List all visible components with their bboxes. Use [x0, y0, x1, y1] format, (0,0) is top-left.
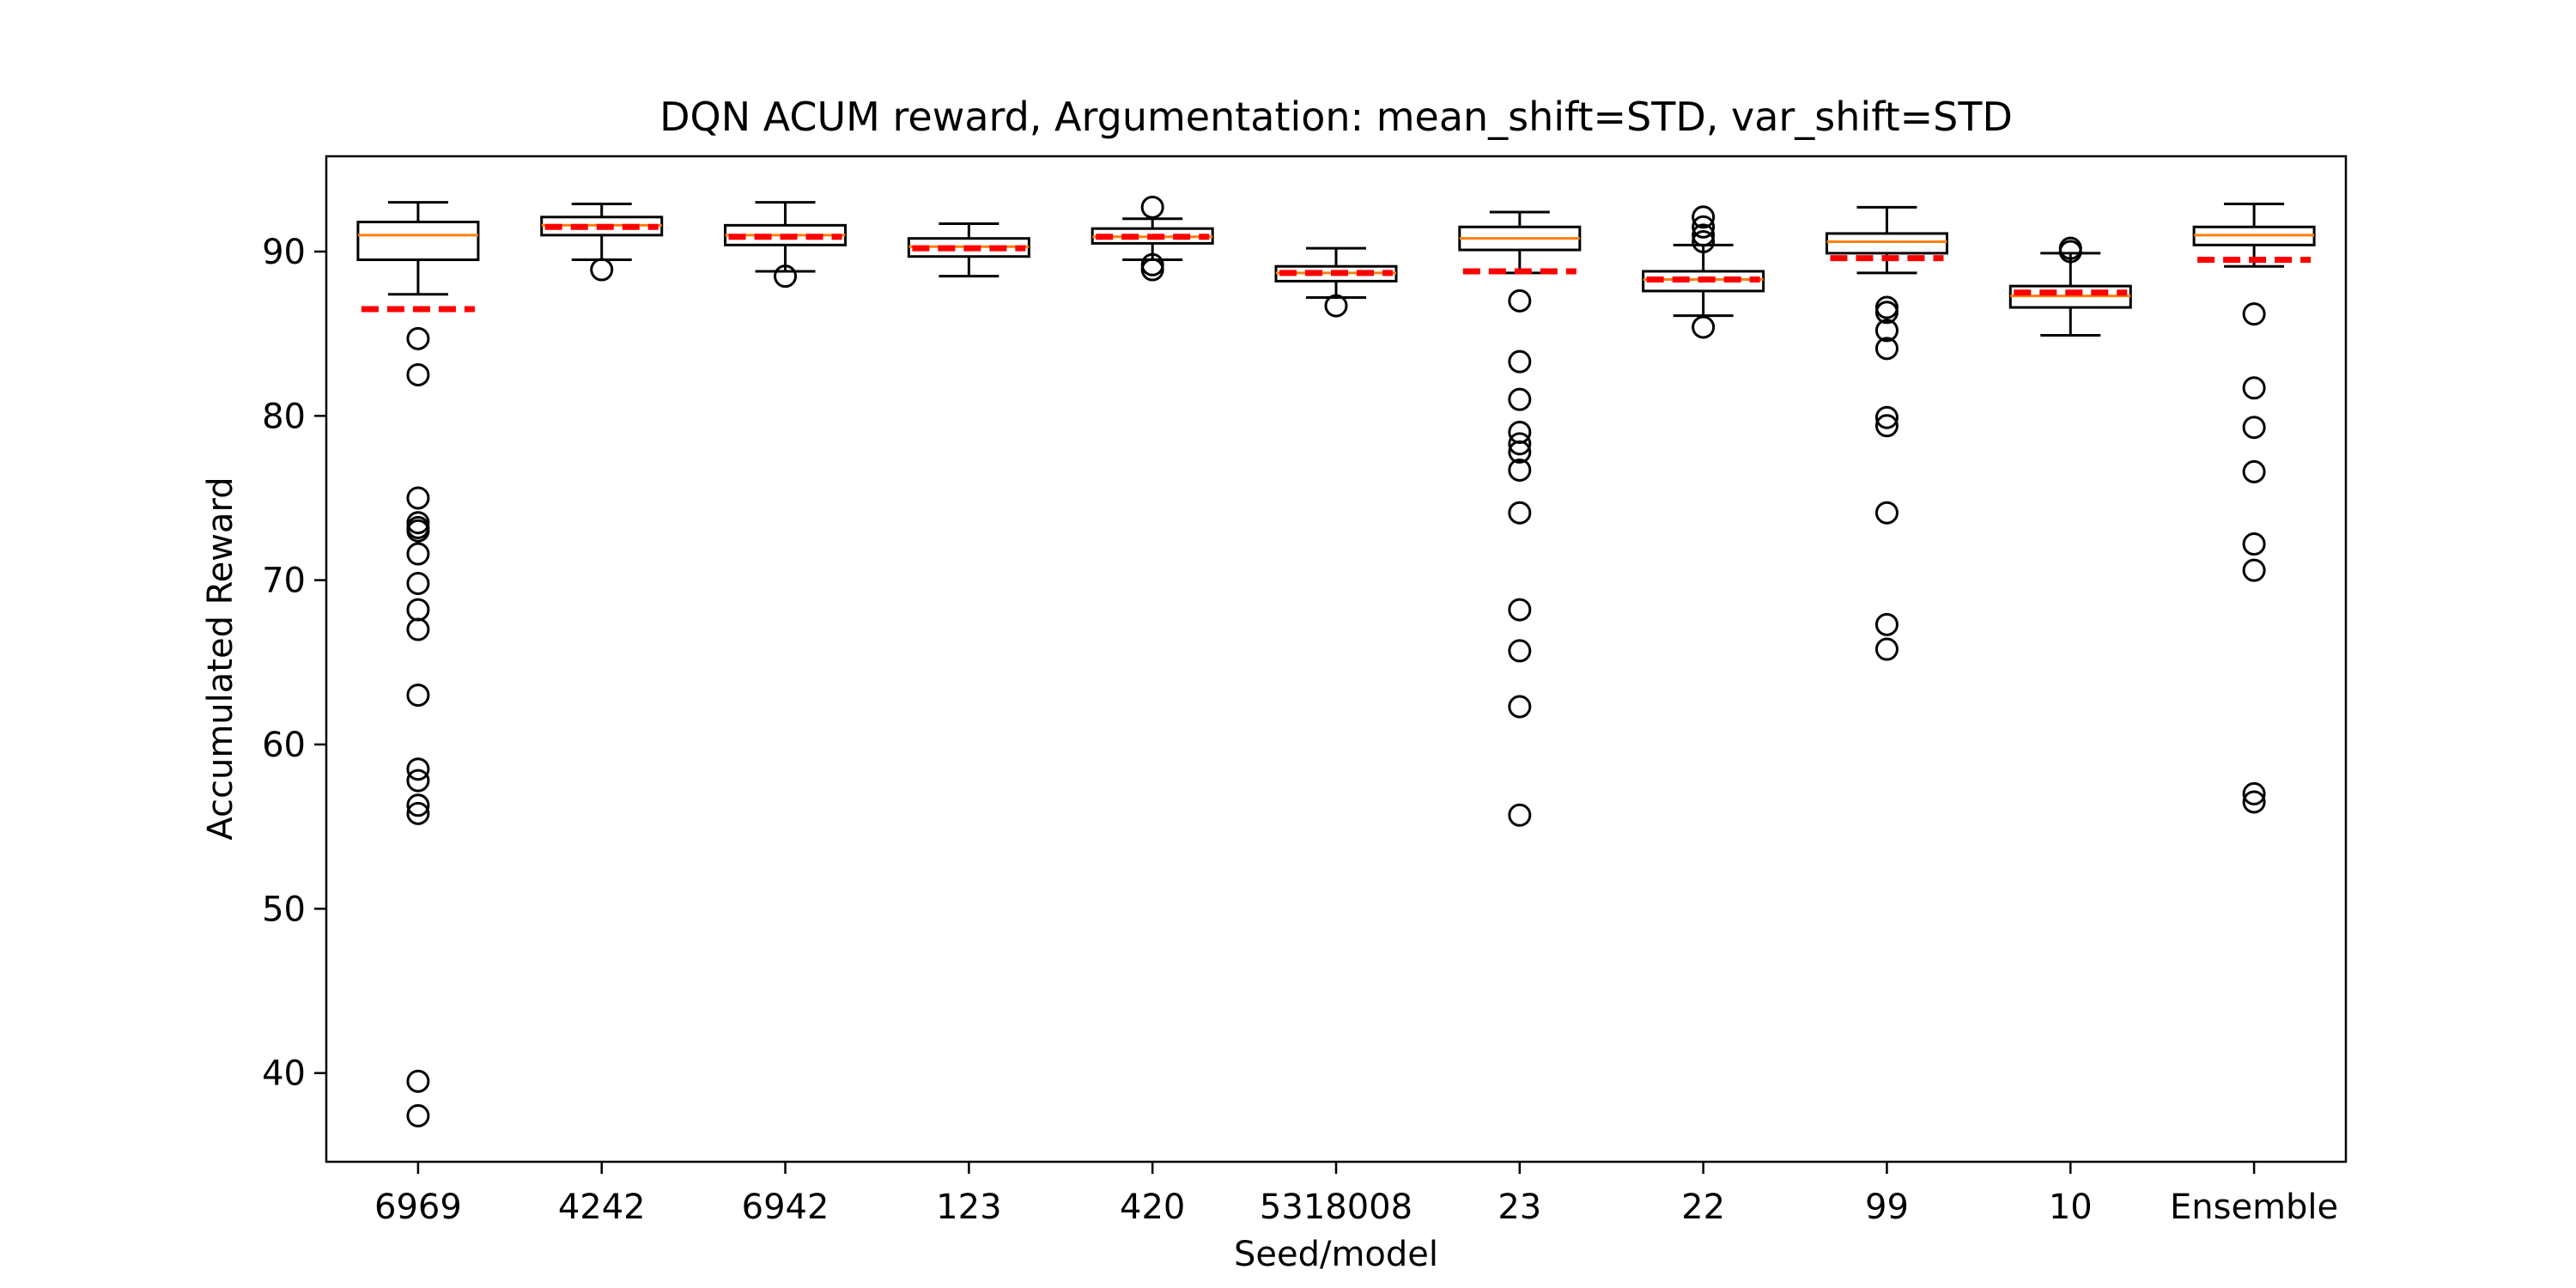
outlier-point — [2242, 302, 2266, 326]
box-group — [1642, 205, 1765, 339]
x-tick-label: 6942 — [742, 1188, 829, 1227]
outlier-point — [1874, 301, 1899, 325]
outlier-point — [2242, 781, 2266, 805]
outlier-point — [406, 362, 430, 386]
outlier-point — [1508, 440, 1532, 464]
outlier-point — [1874, 295, 1899, 319]
y-tick-label: 90 — [262, 233, 306, 272]
outlier-point — [1508, 432, 1532, 456]
iqr-box — [1642, 270, 1765, 293]
outlier-point — [2242, 532, 2266, 556]
outlier-point — [1508, 501, 1532, 525]
y-tick-label: 70 — [262, 562, 306, 601]
box-group — [724, 201, 848, 289]
outlier-point — [406, 571, 430, 595]
outlier-point — [406, 486, 430, 510]
plot-area-frame — [325, 155, 2348, 1163]
x-tick-label: 99 — [1865, 1188, 1909, 1227]
outlier-point — [1508, 598, 1532, 622]
x-tick-label: Ensemble — [2170, 1188, 2338, 1227]
outlier-point — [2242, 558, 2266, 582]
outlier-point — [1508, 349, 1532, 374]
outlier-point — [1692, 223, 1716, 247]
outlier-point — [2058, 240, 2082, 264]
outlier-point — [1508, 387, 1532, 411]
iqr-box — [356, 221, 480, 262]
y-tick-label: 80 — [262, 397, 306, 436]
y-tick-label: 50 — [262, 890, 306, 929]
outlier-point — [406, 683, 430, 708]
x-tick-label: 420 — [1120, 1188, 1185, 1227]
outlier-point — [1692, 215, 1716, 239]
x-tick-label: 22 — [1681, 1188, 1725, 1227]
outlier-point — [1874, 319, 1899, 343]
box-group — [907, 222, 1030, 278]
box-group — [2192, 202, 2316, 814]
outlier-point — [1508, 639, 1532, 663]
x-tick-label: 123 — [936, 1188, 1001, 1227]
outlier-point — [406, 801, 430, 825]
x-tick-label: 10 — [2049, 1188, 2093, 1227]
outlier-point — [1692, 229, 1716, 253]
outlier-point — [1692, 315, 1716, 339]
outlier-point — [1874, 405, 1899, 429]
outlier-point — [406, 1103, 430, 1127]
iqr-box — [1825, 232, 1948, 255]
box-group — [356, 201, 480, 1127]
x-tick-label: 23 — [1498, 1188, 1541, 1227]
outlier-point — [406, 542, 430, 566]
y-tick-label: 40 — [262, 1054, 306, 1094]
y-axis-label: Accumulated Reward — [201, 477, 240, 840]
outlier-point — [1692, 205, 1716, 229]
plot-marks — [356, 195, 2316, 1127]
outlier-point — [1508, 458, 1532, 482]
x-tick-label: 5318008 — [1260, 1188, 1413, 1227]
outlier-point — [1874, 337, 1899, 361]
y-tick-label: 60 — [262, 726, 306, 765]
outlier-point — [1508, 803, 1532, 827]
outlier-point — [590, 258, 614, 282]
outlier-point — [406, 757, 430, 781]
outlier-point — [1874, 612, 1899, 636]
outlier-point — [406, 326, 430, 350]
x-tick-label: 6969 — [374, 1188, 462, 1227]
outlier-point — [2242, 459, 2266, 483]
outlier-point — [406, 793, 430, 817]
box-group — [540, 202, 664, 282]
outlier-point — [1508, 695, 1532, 719]
x-axis-label: Seed/model — [1234, 1235, 1438, 1274]
box-group — [1825, 205, 1948, 661]
outlier-point — [1874, 637, 1899, 661]
box-group — [1091, 195, 1214, 282]
outlier-point — [2242, 376, 2266, 400]
outlier-point — [406, 617, 430, 641]
outlier-point — [1140, 258, 1164, 282]
outlier-point — [406, 769, 430, 793]
outlier-point — [1140, 195, 1164, 219]
box-group — [2008, 236, 2132, 337]
outlier-point — [2242, 790, 2266, 814]
box-group — [1274, 246, 1398, 318]
outlier-point — [1874, 414, 1899, 438]
chart-title: DQN ACUM reward, Argumentation: mean_shi… — [659, 94, 2013, 140]
outlier-point — [1508, 289, 1532, 313]
outlier-point — [406, 1069, 430, 1093]
outlier-point — [1324, 294, 1348, 318]
outlier-point — [2242, 416, 2266, 440]
outlier-point — [774, 264, 798, 289]
x-axis: 6969 4242 6942 123 420 5318008 23 22 99 10 Ensembl… — [374, 1162, 2338, 1227]
outlier-point — [406, 598, 430, 622]
box-group — [1458, 210, 1582, 827]
outlier-point — [1874, 501, 1899, 525]
outlier-point — [406, 519, 430, 543]
x-tick-label: 4242 — [558, 1188, 646, 1227]
y-axis: 40 50 60 70 80 90 — [262, 233, 326, 1094]
